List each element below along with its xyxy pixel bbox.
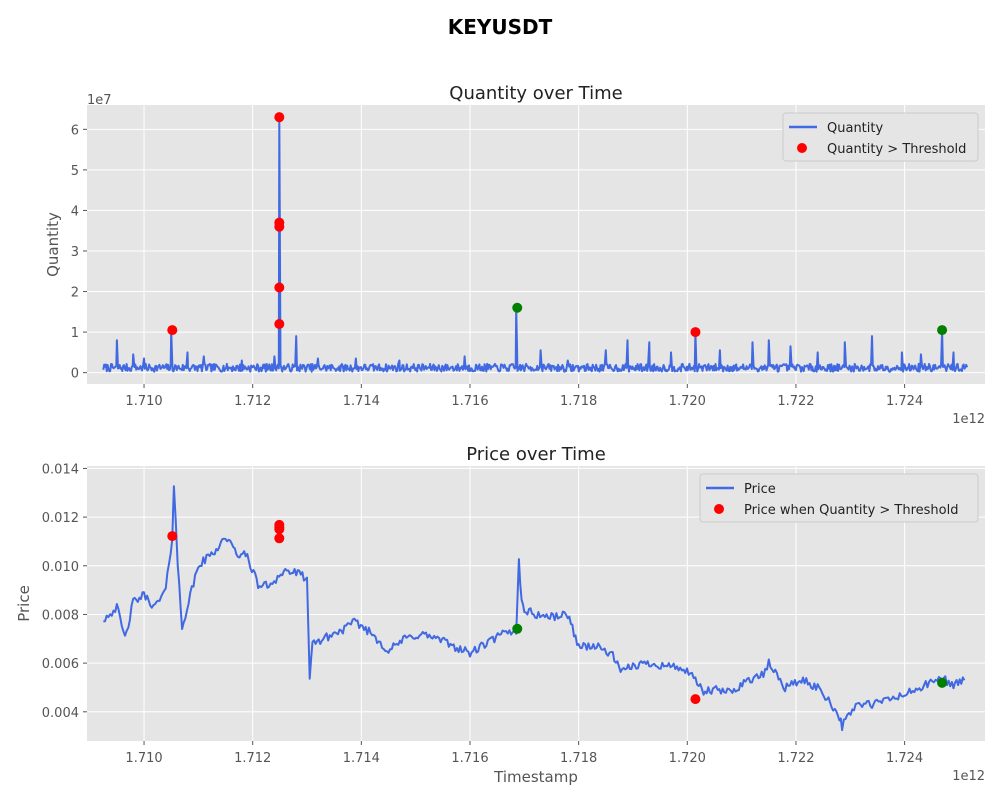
y-axis-label: Price	[15, 585, 33, 622]
x-tick-label: 1.712	[234, 394, 271, 409]
series-line-price	[103, 485, 966, 732]
x-tick-label: 1.718	[560, 394, 597, 409]
legend-marker-swatch	[797, 143, 807, 153]
x-tick-label: 1.714	[343, 394, 380, 409]
plot-title: Quantity over Time	[449, 83, 622, 104]
y-tick-label: 0.008	[42, 608, 79, 623]
threshold-point	[937, 325, 948, 336]
x-tick-label: 1.716	[451, 394, 488, 409]
quantity-chart: 1.710 1.712 1.714 1.716 1.718 1.720 1.722 1.724…	[44, 83, 985, 427]
x-tick-label: 1.720	[669, 394, 706, 409]
threshold-point	[274, 221, 285, 232]
threshold-point	[167, 531, 178, 542]
plot-title: Price over Time	[466, 444, 606, 465]
series-line-quantity	[102, 116, 969, 373]
y-tick-label: 4	[71, 204, 79, 219]
legend-label: Quantity	[827, 121, 883, 136]
x-tick-label: 1.718	[560, 751, 597, 766]
y-offset-label: 1e7	[87, 93, 112, 108]
threshold-point	[512, 623, 523, 634]
y-tick-label: 1	[71, 326, 79, 341]
y-tick-label: 0.006	[42, 657, 79, 672]
x-tick-label: 1.710	[125, 751, 162, 766]
x-axis-label: Timestamp	[493, 768, 578, 786]
y-tick-label: 0	[71, 367, 79, 382]
x-tick-label: 1.712	[234, 751, 271, 766]
x-tick-label: 1.710	[125, 394, 162, 409]
x-offset-label: 1e12	[952, 412, 985, 427]
legend-label: Price	[744, 482, 776, 497]
threshold-point	[274, 282, 285, 293]
threshold-point	[274, 318, 285, 329]
threshold-point	[274, 533, 285, 544]
y-axis-label: Quantity	[44, 212, 62, 277]
threshold-point	[274, 524, 285, 535]
y-tick-label: 6	[71, 123, 79, 138]
x-tick-label: 1.724	[886, 751, 923, 766]
x-offset-label: 1e12	[952, 769, 985, 784]
threshold-point	[167, 325, 178, 336]
threshold-point	[690, 694, 701, 705]
y-tick-label: 2	[71, 286, 79, 301]
threshold-point	[512, 302, 523, 313]
legend-label: Quantity > Threshold	[827, 142, 966, 157]
x-tick-label: 1.716	[451, 751, 488, 766]
figure-title: KEYUSDT	[448, 15, 553, 39]
y-tick-label: 0.012	[42, 511, 79, 526]
threshold-point	[274, 112, 285, 123]
threshold-point	[690, 327, 701, 338]
threshold-point	[937, 677, 948, 688]
x-tick-label: 1.724	[886, 394, 923, 409]
y-tick-label: 0.004	[42, 706, 79, 721]
legend-marker-swatch	[714, 504, 724, 514]
legend-label: Price when Quantity > Threshold	[744, 503, 959, 518]
x-tick-label: 1.714	[343, 751, 380, 766]
y-tick-label: 3	[71, 245, 79, 260]
x-tick-label: 1.720	[669, 751, 706, 766]
x-tick-label: 1.722	[777, 394, 814, 409]
legend-box	[699, 473, 979, 523]
x-tick-label: 1.722	[777, 751, 814, 766]
price-chart: 1.710 1.712 1.714 1.716 1.718 1.720 1.722 1.724…	[15, 444, 985, 786]
y-tick-label: 0.014	[42, 462, 79, 477]
legend-box	[782, 112, 979, 162]
y-tick-label: 0.010	[42, 560, 79, 575]
y-tick-label: 5	[71, 164, 79, 179]
